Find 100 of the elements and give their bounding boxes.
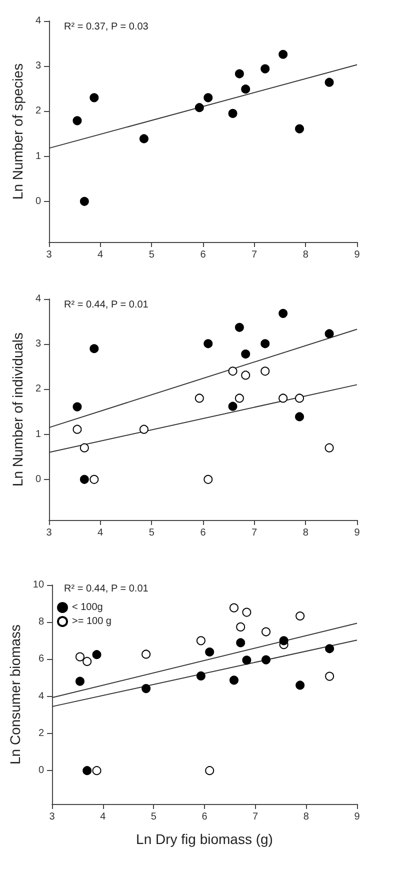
point [295,124,304,134]
x-tick-label: 8 [302,528,309,538]
point [260,366,270,376]
x-tick-label: 9 [354,812,360,822]
x-tick-label: 6 [200,528,206,538]
x-tick-label: 7 [252,250,258,260]
point [324,329,334,338]
point [194,103,204,112]
point [228,402,238,411]
point [295,394,304,403]
x-tick-label: 4 [98,250,104,260]
point [262,655,271,664]
point [80,443,89,452]
point [324,443,334,452]
point [234,394,244,403]
x-tick-label: 3 [46,528,52,538]
point [205,648,214,656]
point [72,116,82,126]
point [92,766,102,776]
legend-label: >= 100 g [72,616,112,627]
point [325,672,334,681]
point [278,308,288,318]
y-tick-label: 2 [38,728,44,739]
y-tick-label: 1 [35,428,42,440]
annotation: R² = 0.44, P = 0.01 [64,584,149,594]
x-tick-label: 7 [252,528,258,538]
x-tick-label: 9 [354,528,360,538]
point [205,766,214,776]
y-tick-label: 4 [35,294,42,304]
y-tick-label: 1 [35,150,42,162]
y-tick-label: 8 [38,616,44,628]
point [142,650,151,659]
point [228,366,238,376]
annotation: R² = 0.44, P = 0.01 [64,300,149,310]
x-tick-label: 6 [202,812,208,822]
x-tick-label: 7 [252,812,259,822]
point [204,474,213,484]
point [234,69,244,78]
x-tick-label: 5 [150,812,157,822]
y-tick-label: 2 [35,106,42,117]
y-tick-label: 3 [35,338,42,350]
point [242,608,252,617]
y-tick-label: 10 [32,580,44,590]
point [72,424,82,434]
y-tick-label: 0 [38,765,44,776]
point [234,322,244,332]
point [236,638,246,648]
x-axis-title: Ln Dry fig biomass (g) [136,831,273,847]
point [296,680,305,690]
x-tick-label: 3 [49,812,56,822]
point [82,766,92,776]
point [80,196,89,206]
point [139,134,148,144]
point [196,636,206,646]
point [90,344,99,354]
point [72,402,82,412]
point [324,78,334,87]
point [230,676,238,685]
point [82,656,92,666]
annotation: R² = 0.37, P = 0.03 [64,22,149,32]
x-tick-label: 6 [200,250,206,260]
y-axis-title: Ln Number of individuals [10,332,26,487]
y-tick-label: 4 [35,16,42,26]
x-tick-label: 8 [302,250,309,260]
point [236,622,246,632]
point [75,676,84,686]
x-tick-label: 4 [98,528,104,538]
point [241,84,250,94]
y-axis-title: Ln Number of species [10,63,26,200]
point [241,350,250,359]
point [295,412,304,422]
point [194,394,204,403]
y-tick-label: 3 [35,60,42,72]
point [241,370,250,380]
point [204,339,213,348]
point [142,684,151,694]
y-tick-label: 0 [35,196,42,207]
point [196,671,206,680]
point [204,93,213,102]
point [260,339,270,348]
point [278,394,288,403]
point [90,474,99,484]
point [260,64,270,74]
x-tick-label: 5 [148,528,155,538]
x-tick-label: 5 [148,250,155,260]
y-axis-title: Ln Consumer biomass [7,624,23,765]
point [262,627,271,636]
point [228,108,238,118]
point [230,603,238,612]
point [242,656,252,665]
x-tick-label: 9 [354,250,360,260]
point [80,474,89,484]
legend-label: < 100g [72,602,103,613]
point [278,50,288,59]
x-tick-label: 4 [100,812,106,822]
point [75,652,84,662]
y-tick-label: 0 [35,474,42,485]
x-tick-label: 8 [303,812,310,822]
y-tick-label: 4 [38,690,44,702]
point [325,644,334,654]
